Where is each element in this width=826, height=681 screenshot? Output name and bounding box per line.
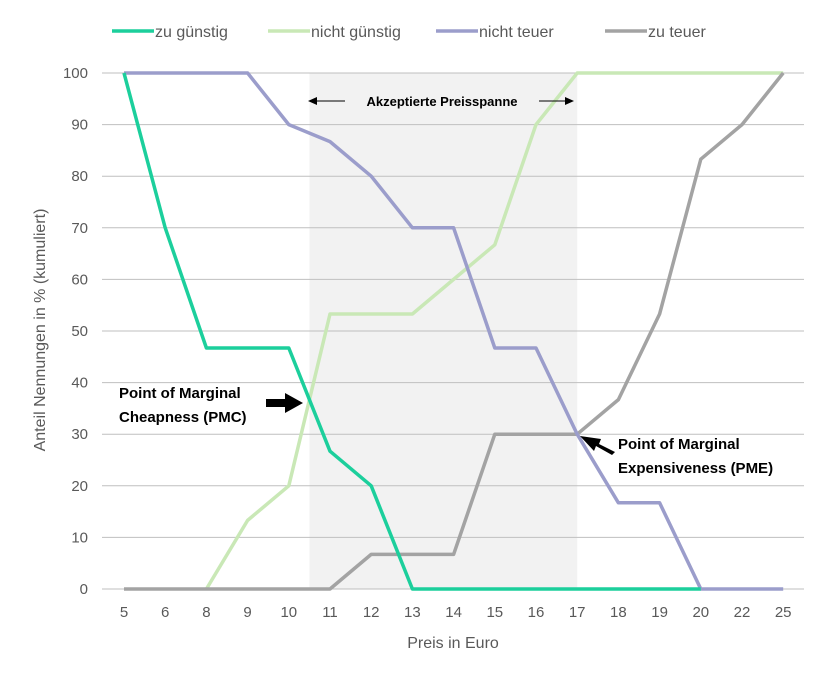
legend: zu günstig nicht günstig nicht teuer zu teu…	[112, 24, 706, 41]
x-tick-label-19: 19	[651, 604, 668, 621]
series-lines	[122, 71, 785, 591]
y-tick-label-90: 90	[71, 117, 88, 134]
y-tick-label-50: 50	[71, 323, 88, 340]
series-line-nicht-günstig	[204, 71, 784, 590]
x-tick-label-14: 14	[445, 604, 462, 621]
x-tick-label-5: 5	[120, 604, 128, 621]
y-tick-label-80: 80	[71, 168, 88, 185]
y-tick-label-20: 20	[71, 478, 88, 495]
x-tick-label-13: 13	[404, 604, 421, 621]
x-tick-label-12: 12	[363, 604, 380, 621]
x-tick-label-17: 17	[569, 604, 586, 621]
legend-label-3: zu teuer	[648, 24, 706, 41]
x-axis-ticks: 5 6 8 9 10 11 12 13 14 15 16 17 18 19 20 22 25	[120, 604, 792, 621]
pmc-arrow	[266, 393, 303, 413]
x-tick-label-16: 16	[528, 604, 545, 621]
series-line-zu-günstig	[122, 72, 701, 591]
pme-annotation: Point of Marginal Expensiveness (PME)	[580, 436, 773, 477]
x-tick-label-15: 15	[486, 604, 503, 621]
x-tick-label-8: 8	[202, 604, 210, 621]
pme-arrow	[580, 436, 615, 455]
x-tick-label-25: 25	[775, 604, 792, 621]
legend-label-2: nicht teuer	[479, 24, 554, 41]
x-tick-label-11: 11	[322, 604, 338, 621]
pmc-annotation: Point of Marginal Cheapness (PMC)	[119, 385, 303, 426]
pmc-label-line1: Point of Marginal	[119, 385, 241, 402]
band-label: Akzeptierte Preisspanne	[366, 94, 517, 109]
y-tick-label-0: 0	[80, 581, 88, 598]
x-tick-label-22: 22	[734, 604, 751, 621]
band-arrow-left-head	[308, 97, 317, 105]
y-axis-title: Anteil Nennungen in % (kumuliert)	[32, 209, 49, 452]
x-tick-label-6: 6	[161, 604, 169, 621]
pme-label-line2: Expensiveness (PME)	[618, 460, 773, 477]
y-tick-label-70: 70	[71, 220, 88, 237]
x-tick-label-18: 18	[610, 604, 627, 621]
y-axis-ticks: 0 10 20 30 40 50 60 70 80 90 100	[63, 65, 88, 598]
y-tick-label-10: 10	[71, 529, 88, 546]
series-line-zu-teuer	[124, 71, 785, 591]
y-tick-label-40: 40	[71, 375, 88, 392]
y-tick-label-100: 100	[63, 65, 88, 82]
pmc-label-line2: Cheapness (PMC)	[119, 409, 247, 426]
x-tick-label-9: 9	[243, 604, 251, 621]
y-tick-label-60: 60	[71, 271, 88, 288]
x-tick-label-10: 10	[280, 604, 297, 621]
x-tick-label-20: 20	[692, 604, 709, 621]
legend-label-1: nicht günstig	[311, 24, 401, 41]
y-tick-label-30: 30	[71, 426, 88, 443]
series-line-nicht-teuer	[124, 71, 784, 591]
legend-label-0: zu günstig	[155, 24, 228, 41]
x-axis-title: Preis in Euro	[407, 635, 499, 652]
accepted-range-annotation: Akzeptierte Preisspanne	[308, 94, 574, 109]
pme-label-line1: Point of Marginal	[618, 436, 740, 453]
band-arrow-right-head	[565, 97, 574, 105]
